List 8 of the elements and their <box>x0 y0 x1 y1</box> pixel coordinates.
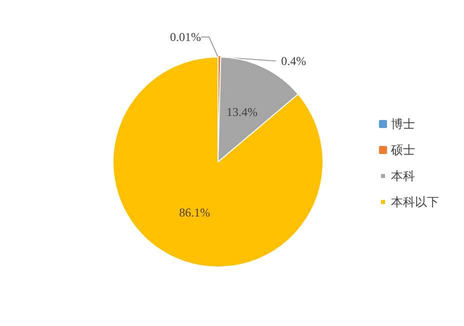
data-label: 86.1% <box>179 205 210 220</box>
legend-label: 博士 <box>391 117 415 131</box>
legend-label: 本科 <box>391 169 415 183</box>
data-label: 13.4% <box>226 104 258 119</box>
data-label: 0.4% <box>281 54 306 68</box>
data-label: 0.01% <box>170 30 202 44</box>
legend-label: 本科以下 <box>391 195 439 209</box>
legend-label: 硕士 <box>390 143 415 157</box>
